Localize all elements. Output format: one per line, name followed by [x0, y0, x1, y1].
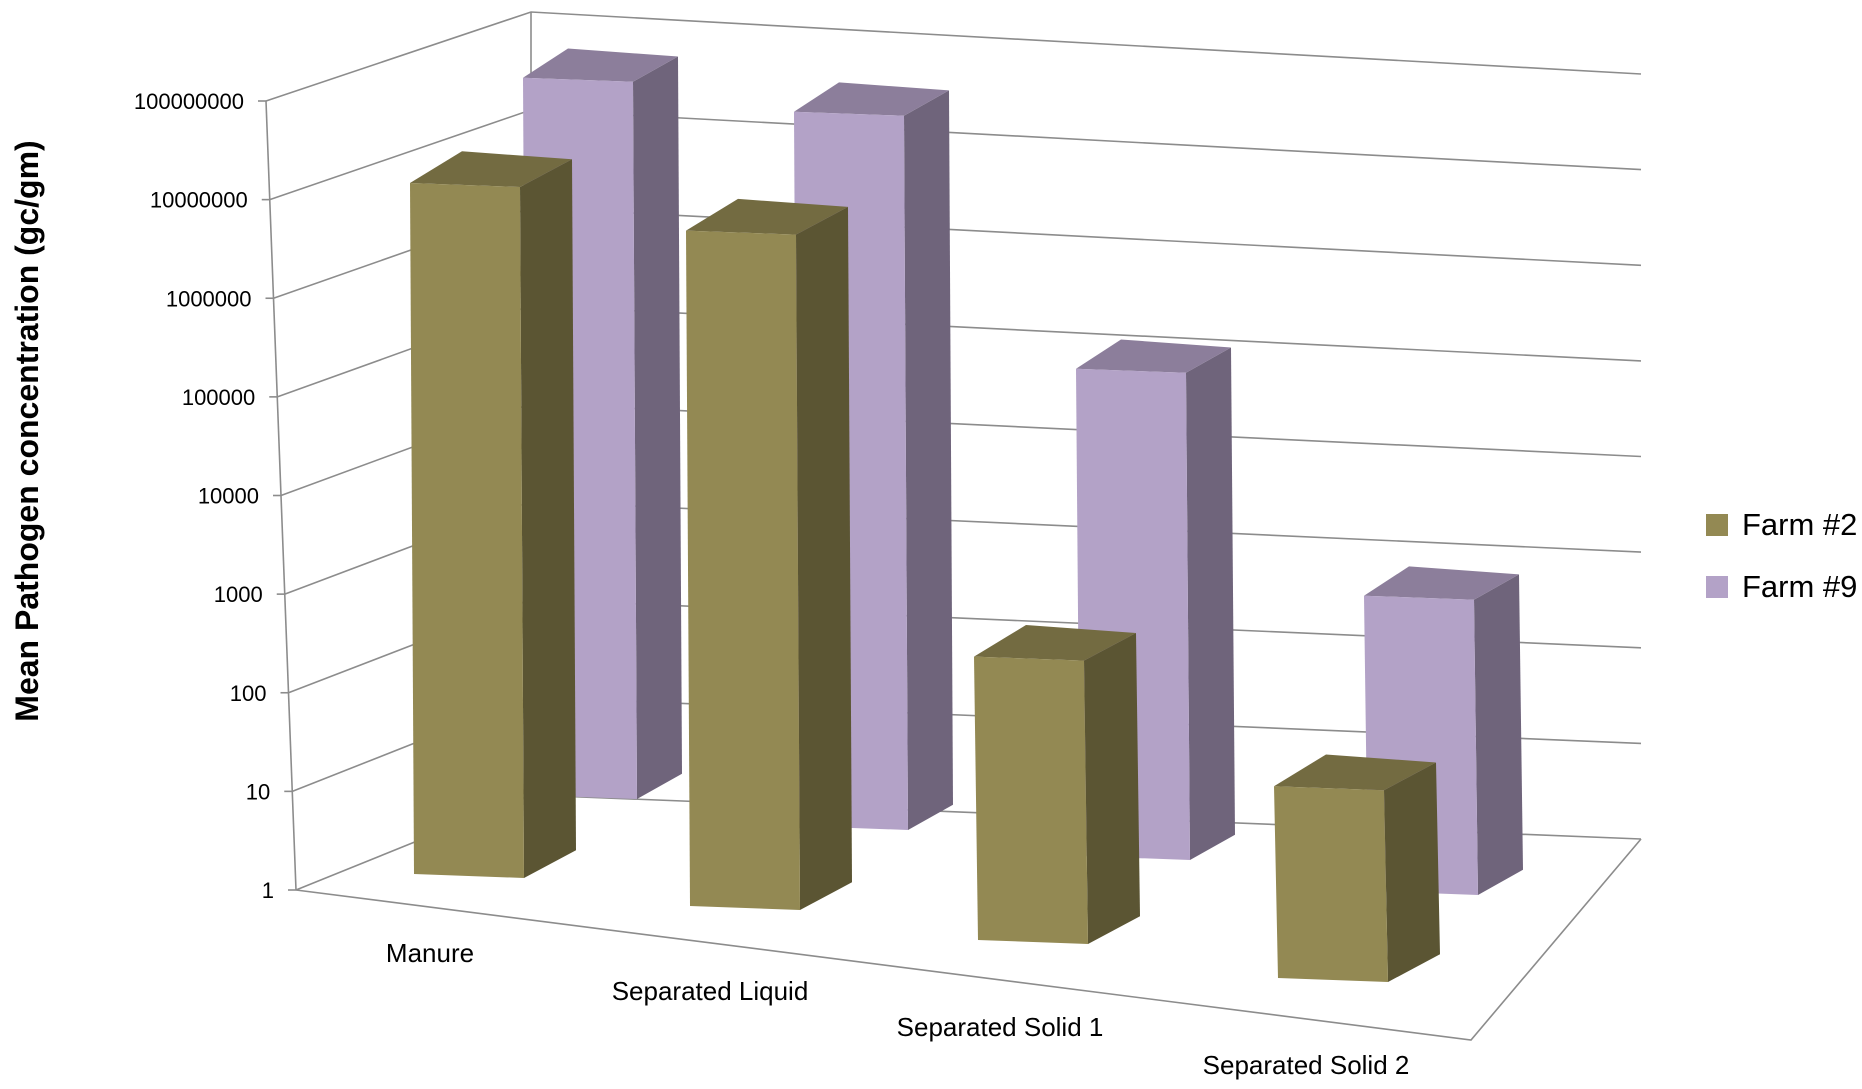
- x-category-label: Separated Liquid: [612, 976, 809, 1006]
- legend: Farm #2 Farm #9: [1706, 507, 1857, 604]
- y-tick-label: 10000: [198, 484, 259, 509]
- y-tick-label: 1000000: [166, 286, 252, 311]
- y-tick-label: 10: [246, 779, 270, 804]
- y-axis-title: Mean Pathogen concentration (gc/gm): [9, 140, 45, 721]
- bar-side-face: [796, 206, 852, 910]
- legend-swatch: [1706, 514, 1728, 536]
- bar-top-face: [794, 82, 949, 116]
- bar-front-face: [410, 183, 524, 878]
- bar-top-face: [410, 151, 572, 187]
- y-tick-label: 1: [262, 878, 274, 903]
- y-axis-ticks: 1 10 100 1000 10000 100000 1000000 10000000 1000…: [134, 89, 296, 903]
- floor-edge: [295, 838, 1642, 1041]
- gridline: [265, 11, 1642, 102]
- y-tick-label: 100000: [182, 385, 255, 410]
- bar-farm-2-1: [686, 198, 852, 911]
- x-axis-categories: Manure Separated Liquid Separated Solid 1 S…: [386, 938, 1409, 1080]
- bar-front-face: [686, 230, 800, 911]
- bar-farm-2-3: [1274, 754, 1440, 982]
- bar-front-face: [1274, 786, 1388, 982]
- y-tick-label: 1000: [214, 582, 263, 607]
- bar-top-face: [1364, 566, 1519, 600]
- bar-front-face: [974, 656, 1088, 944]
- bar-farm-2-2: [974, 625, 1140, 944]
- y-tick-label: 100: [230, 681, 267, 706]
- x-category-label: Separated Solid 2: [1203, 1050, 1410, 1080]
- legend-label: Farm #2: [1742, 507, 1857, 542]
- bar-top-face: [974, 625, 1136, 661]
- x-category-label: Separated Solid 1: [897, 1012, 1104, 1042]
- bar-side-face: [1474, 574, 1523, 895]
- bar-side-face: [520, 159, 576, 879]
- y-tick-label: 10000000: [150, 188, 248, 213]
- bar-side-face: [1084, 633, 1140, 944]
- bar-side-face: [1186, 347, 1235, 860]
- bar-top-face: [523, 48, 678, 82]
- chart-bars: [410, 48, 1523, 982]
- bar-side-face: [904, 90, 953, 830]
- x-category-label: Manure: [386, 938, 474, 968]
- legend-label: Farm #9: [1742, 569, 1857, 604]
- bar-top-face: [1274, 754, 1436, 791]
- bar-side-face: [633, 56, 682, 799]
- bar-top-face: [686, 198, 848, 235]
- y-tick-label: 100000000: [134, 89, 244, 114]
- legend-swatch: [1706, 576, 1728, 598]
- bar-top-face: [1076, 339, 1231, 373]
- bar-side-face: [1384, 762, 1440, 982]
- bar-farm-2-0: [410, 151, 576, 879]
